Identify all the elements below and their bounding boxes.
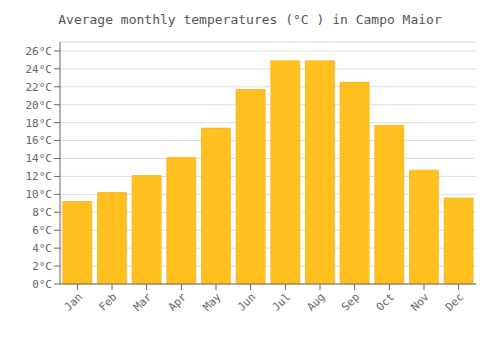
- svg-text:14°C: 14°C: [26, 152, 53, 165]
- svg-text:Apr: Apr: [166, 290, 190, 314]
- svg-text:Nov: Nov: [408, 290, 432, 314]
- html-text:Average monthly temperatures (: Average monthly temperatures (°C ) in Ca…: [58, 12, 442, 27]
- svg-text:4°C: 4°C: [32, 242, 52, 255]
- svg-text:Dec: Dec: [443, 290, 466, 313]
- svg-text:20°C: 20°C: [26, 99, 53, 112]
- svg-text:Oct: Oct: [374, 290, 397, 313]
- svg-text:Aug: Aug: [304, 290, 327, 313]
- svg-text:Jun: Jun: [235, 290, 258, 313]
- svg-text:6°C: 6°C: [32, 224, 52, 237]
- svg-text:Sep: Sep: [339, 290, 362, 313]
- svg-text:Mar: Mar: [131, 290, 155, 314]
- svg-text:May: May: [200, 290, 224, 314]
- svg-text:10°C: 10°C: [26, 188, 53, 201]
- svg-text:12°C: 12°C: [26, 170, 53, 183]
- svg-text:24°C: 24°C: [26, 63, 53, 76]
- svg-text:2°C: 2°C: [32, 260, 52, 273]
- svg-text:26°C: 26°C: [26, 45, 53, 58]
- svg-text:Jul: Jul: [270, 290, 293, 313]
- svg-text:Jan: Jan: [62, 290, 85, 313]
- svg-text:22°C: 22°C: [26, 81, 53, 94]
- svg-text:0°C: 0°C: [32, 278, 52, 291]
- svg-text:8°C: 8°C: [32, 206, 52, 219]
- svg-text:Feb: Feb: [96, 290, 119, 313]
- svg-text:16°C: 16°C: [26, 134, 53, 147]
- svg-text:18°C: 18°C: [26, 117, 53, 130]
